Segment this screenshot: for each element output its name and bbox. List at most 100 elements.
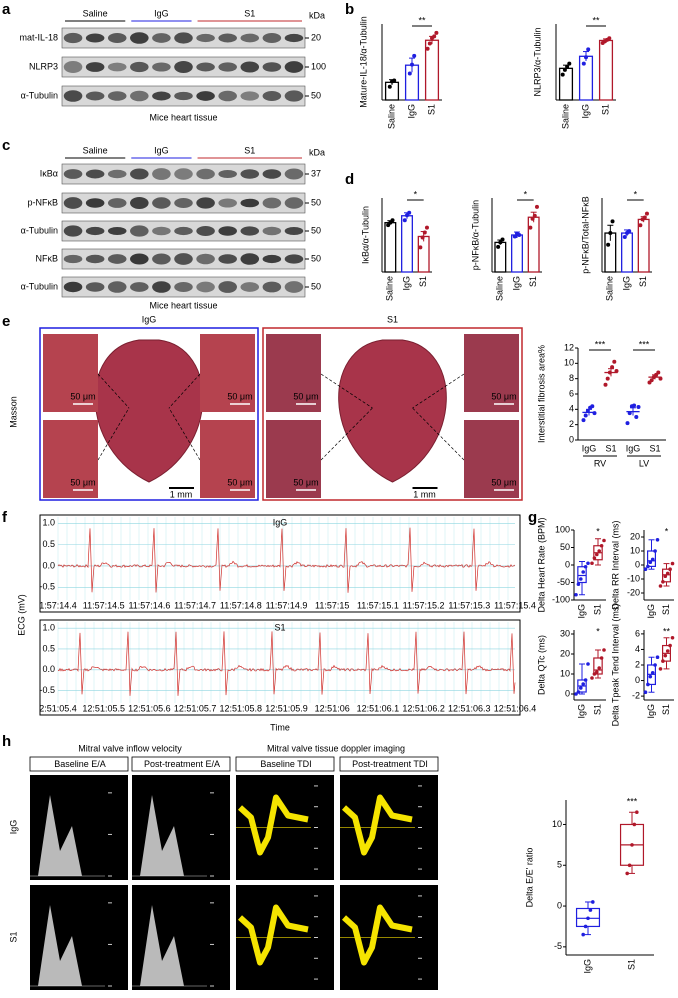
panel-letter: h <box>2 733 11 750</box>
panel-letter: c <box>2 137 10 154</box>
group-label: LV <box>639 458 649 468</box>
scale-tick-label: 30.0 <box>294 911 312 921</box>
significance: * <box>596 626 600 636</box>
blot-band <box>262 226 282 236</box>
heart-section <box>338 339 447 483</box>
blot-band <box>240 169 260 179</box>
blot-band <box>85 169 105 179</box>
y-tick-label: 30 <box>560 628 570 638</box>
y-tick-label: -100 <box>552 594 570 604</box>
significance: * <box>665 526 669 536</box>
blot-band <box>63 254 83 264</box>
blot-band <box>174 226 193 236</box>
blot-band <box>262 197 282 209</box>
blot-band <box>196 226 215 236</box>
data-point <box>646 682 650 687</box>
blot-band <box>174 198 193 208</box>
y-tick-label: 10 <box>560 668 570 678</box>
scale-tick-label: 0 <box>203 980 208 990</box>
data-point <box>608 231 613 236</box>
y-tick-label: 2 <box>569 419 574 429</box>
blot-band <box>262 62 282 72</box>
scale-label: 50 μm <box>227 391 252 401</box>
scale-tick-label: 60.0 <box>294 890 312 900</box>
blot-band <box>262 281 282 293</box>
data-point <box>638 223 643 228</box>
blot-row-label: p-NFκB <box>27 197 58 207</box>
data-point <box>583 924 588 929</box>
significance: ** <box>592 15 600 25</box>
blot-band <box>63 281 83 293</box>
data-point <box>407 210 412 215</box>
blot-band <box>218 281 237 293</box>
bar <box>621 232 633 273</box>
box <box>575 907 601 928</box>
data-point <box>576 582 581 587</box>
y-tick-label: 0.0 <box>42 560 55 570</box>
data-point <box>665 649 670 653</box>
data-point <box>390 218 395 223</box>
blot-band <box>174 253 193 265</box>
blot-band <box>152 33 171 43</box>
x-tick-label: S1 <box>592 604 602 615</box>
blot-band <box>284 168 304 180</box>
panel-title: IgG <box>142 314 157 324</box>
scale-tick-label: 0.0 <box>299 932 312 942</box>
data-point <box>586 561 590 566</box>
x-tick-label: 12:51:06.2 <box>402 703 445 713</box>
blot-row-label: α-Tubulin <box>21 225 58 235</box>
data-point <box>670 635 675 640</box>
data-point <box>560 72 565 77</box>
data-point <box>650 557 655 562</box>
data-point <box>663 653 668 658</box>
data-point <box>418 245 423 250</box>
row-label: S1 <box>8 931 18 942</box>
x-tick-label: S1 <box>661 704 671 715</box>
y-tick-label: -20 <box>627 587 640 597</box>
blot-band <box>107 32 127 44</box>
data-point <box>627 229 632 234</box>
scale-label: Velocity mm/s <box>320 799 330 855</box>
x-tick-label: IgG <box>626 443 641 453</box>
x-tick-label: S1 <box>592 704 602 715</box>
data-point <box>655 538 660 542</box>
x-tick-label: IgG <box>646 604 656 619</box>
blot-band <box>174 168 193 180</box>
kda-value: 50 <box>311 225 321 235</box>
y-tick-label: 0 <box>635 675 640 685</box>
blot-band <box>63 225 83 237</box>
blot-band <box>284 90 304 102</box>
data-point <box>500 237 505 242</box>
data-point <box>588 908 593 912</box>
scale-tick-label: -30.0 <box>291 953 312 963</box>
y-tick-label: 2 <box>635 659 640 669</box>
blot-band <box>130 225 149 237</box>
blot-band <box>107 169 127 179</box>
data-point <box>636 405 641 410</box>
data-point <box>586 47 591 52</box>
data-point <box>412 53 417 58</box>
y-tick-label: 6 <box>569 388 574 398</box>
inset-connector <box>168 373 201 409</box>
y-tick-label: 0.0 <box>42 664 55 674</box>
scale-tick-label: -60.0 <box>291 973 312 983</box>
y-tick-label: 5 <box>557 860 562 870</box>
data-point <box>643 690 648 695</box>
blot-band <box>152 226 171 236</box>
scale-tick-label: 300 <box>91 939 106 949</box>
data-point <box>606 242 611 247</box>
y-tick-label: 0.5 <box>42 643 55 653</box>
y-axis-label: IκBα/α-Tubulin <box>360 206 370 264</box>
data-point <box>648 560 653 564</box>
x-tick-label: 12:51:05.7 <box>174 703 217 713</box>
data-point <box>655 655 660 660</box>
scale-tick-label: -60.0 <box>395 863 416 873</box>
blot-band <box>85 198 105 208</box>
y-tick-label: 0 <box>565 688 570 698</box>
scale-tick-label: 30.0 <box>294 801 312 811</box>
blot-band <box>152 253 171 265</box>
blot-band <box>130 90 149 102</box>
y-tick-label: 0 <box>635 559 640 569</box>
scale-tick-label: 600 <box>193 787 208 797</box>
panel-letter: a <box>2 1 11 18</box>
